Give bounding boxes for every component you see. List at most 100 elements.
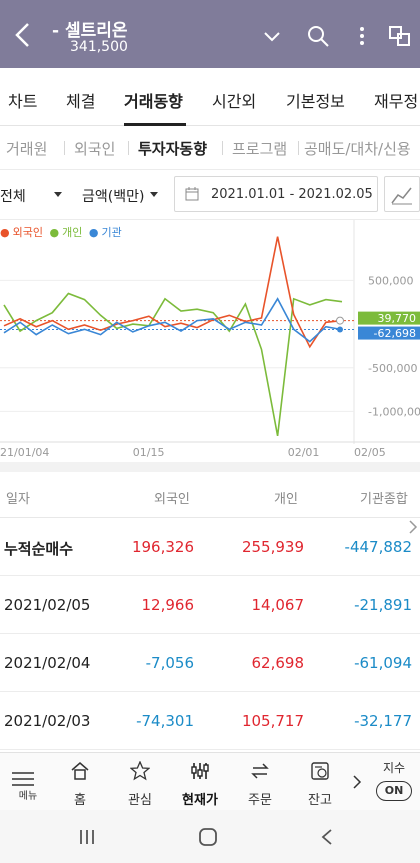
- last-value-label: 39,770: [378, 312, 417, 325]
- chart-toggle-button[interactable]: [384, 176, 420, 212]
- legend-foreign: 외국인: [12, 226, 43, 239]
- table-row[interactable]: 누적순매수 196,326 255,939 -447,882: [0, 518, 420, 576]
- line-chart-icon: [391, 187, 412, 205]
- recent-apps-icon[interactable]: [78, 828, 96, 846]
- nav-order[interactable]: 주문: [234, 757, 286, 808]
- y-tick-label: 500,000: [368, 274, 414, 287]
- individual-cell: 14,067: [251, 596, 305, 614]
- back-arrow-icon[interactable]: [10, 20, 36, 50]
- nav-home-label: 홈: [74, 793, 86, 808]
- divider: [222, 141, 223, 155]
- date-cell: 누적순매수: [4, 540, 74, 558]
- star-icon: [130, 761, 150, 781]
- investor-table: 일자 외국인 개인 기관종합 누적순매수 196,326 255,939 -447,8…: [0, 472, 420, 752]
- date-cell: 2021/02/05: [4, 596, 91, 614]
- end-marker: [336, 316, 344, 325]
- price-icon: [191, 763, 209, 779]
- subtab-foreign[interactable]: 외국인: [74, 140, 116, 158]
- divider: [64, 141, 65, 155]
- nav-current-price-label: 현재가: [182, 793, 218, 808]
- nav-balance[interactable]: 잔고: [294, 757, 346, 808]
- section-divider: [0, 462, 420, 472]
- nav-more-icon[interactable]: [352, 775, 362, 789]
- scroll-right-icon[interactable]: [408, 520, 418, 534]
- table-header: 일자 외국인 개인 기관종합: [0, 472, 420, 518]
- scope-select[interactable]: 전체: [0, 189, 26, 205]
- last-value-badge: [358, 326, 420, 340]
- minus-marker: -: [52, 21, 60, 41]
- nav-home[interactable]: 홈: [54, 757, 106, 808]
- tab-financial[interactable]: 재무정: [374, 92, 419, 111]
- x-tick-label: 21/01/04: [0, 446, 49, 459]
- x-tick-label: 01/15: [133, 446, 165, 459]
- unit-select[interactable]: 금액(백만): [82, 189, 145, 205]
- tab-chart[interactable]: 차트: [8, 92, 38, 111]
- y-tick-label: -1,000,000: [368, 405, 420, 418]
- subtab-short-selling[interactable]: 공매도/대차/신용: [304, 140, 411, 158]
- table-row[interactable]: 2021/02/04 -7,056 62,698 -61,094: [0, 634, 420, 692]
- date-range-field[interactable]: 2021.01.01 - 2021.02.05: [174, 176, 378, 212]
- multi-window-icon[interactable]: [388, 24, 412, 48]
- stock-title[interactable]: - 셀트리온: [52, 16, 128, 41]
- divider: [128, 141, 129, 155]
- legend-dot-individual: ●: [49, 226, 60, 239]
- foreign-cell: 12,966: [141, 596, 195, 614]
- index-toggle[interactable]: ON: [376, 781, 412, 801]
- table-row[interactable]: 2021/02/05 12,966 14,067 -21,891: [0, 576, 420, 634]
- col-foreign: 외국인: [154, 492, 190, 507]
- col-date: 일자: [6, 492, 30, 507]
- home-button-icon[interactable]: [198, 828, 218, 846]
- tab-basic-info[interactable]: 기본정보: [286, 92, 345, 111]
- order-icon: [251, 763, 269, 779]
- institution-cell: -61,094: [354, 654, 412, 672]
- series-line-foreign: [3, 236, 343, 349]
- series-line-institution: [3, 297, 343, 343]
- nav-current-price[interactable]: 현재가: [174, 757, 226, 808]
- menu-label: 메뉴: [18, 791, 38, 802]
- divider: [298, 141, 299, 155]
- foreign-cell: 196,326: [131, 538, 194, 556]
- subtab-program[interactable]: 프로그램: [232, 140, 288, 158]
- subtab-broker[interactable]: 거래원: [6, 140, 48, 158]
- investor-trend-chart: 500,000 -500,000 -1,000,000 21/01/04 01/15 02…: [0, 220, 420, 462]
- y-tick-label: -500,000: [368, 362, 417, 375]
- system-back-icon[interactable]: [320, 828, 334, 846]
- search-icon[interactable]: [306, 24, 330, 48]
- menu-button[interactable]: 메뉴: [2, 757, 54, 807]
- stock-price: 341,500: [70, 39, 128, 55]
- stock-name: 셀트리온: [64, 21, 128, 41]
- tab-execution[interactable]: 체결: [66, 92, 96, 111]
- tab-trade-trend[interactable]: 거래동향: [124, 92, 183, 111]
- legend-individual: 개인: [62, 226, 83, 239]
- main-tabs: 차트 체결 거래동향 시간외 기본정보 재무정: [0, 68, 420, 126]
- individual-cell: 62,698: [251, 654, 305, 672]
- legend-dot-institution: ●: [88, 226, 99, 239]
- nav-balance-label: 잔고: [308, 793, 332, 808]
- calendar-icon: [185, 187, 199, 201]
- y-axis-panel: [354, 220, 420, 462]
- unit-caret-icon: [150, 192, 158, 197]
- date-cell: 2021/02/03: [4, 712, 91, 730]
- more-vertical-icon[interactable]: [350, 24, 374, 48]
- table-row[interactable]: 2021/02/03 -74,301 105,717 -32,177: [0, 692, 420, 750]
- institution-cell: -32,177: [354, 712, 412, 730]
- institution-cell: -447,882: [344, 538, 412, 556]
- subtab-investor-trend[interactable]: 투자자동향: [138, 140, 208, 158]
- chevron-down-icon[interactable]: [260, 24, 284, 48]
- foreign-cell: -74,301: [136, 712, 194, 730]
- individual-cell: 105,717: [241, 712, 304, 730]
- nav-watchlist[interactable]: 관심: [114, 757, 166, 808]
- hamburger-icon: [12, 772, 34, 786]
- index-label: 지수: [382, 761, 406, 775]
- end-marker-institution: [337, 326, 343, 333]
- nav-watchlist-label: 관심: [128, 793, 152, 808]
- date-range-text: 2021.01.01 - 2021.02.05: [211, 187, 373, 202]
- tab-after-hours[interactable]: 시간외: [212, 92, 257, 111]
- bottom-nav: 메뉴 홈 관심 현재가 주문 잔고 지수 ON: [0, 752, 420, 810]
- balance-icon: [311, 762, 329, 780]
- x-tick-label: 02/05: [354, 446, 386, 459]
- date-cell: 2021/02/04: [4, 654, 91, 672]
- home-icon: [71, 762, 89, 780]
- last-value-badge: [358, 311, 420, 325]
- col-individual: 개인: [274, 492, 298, 507]
